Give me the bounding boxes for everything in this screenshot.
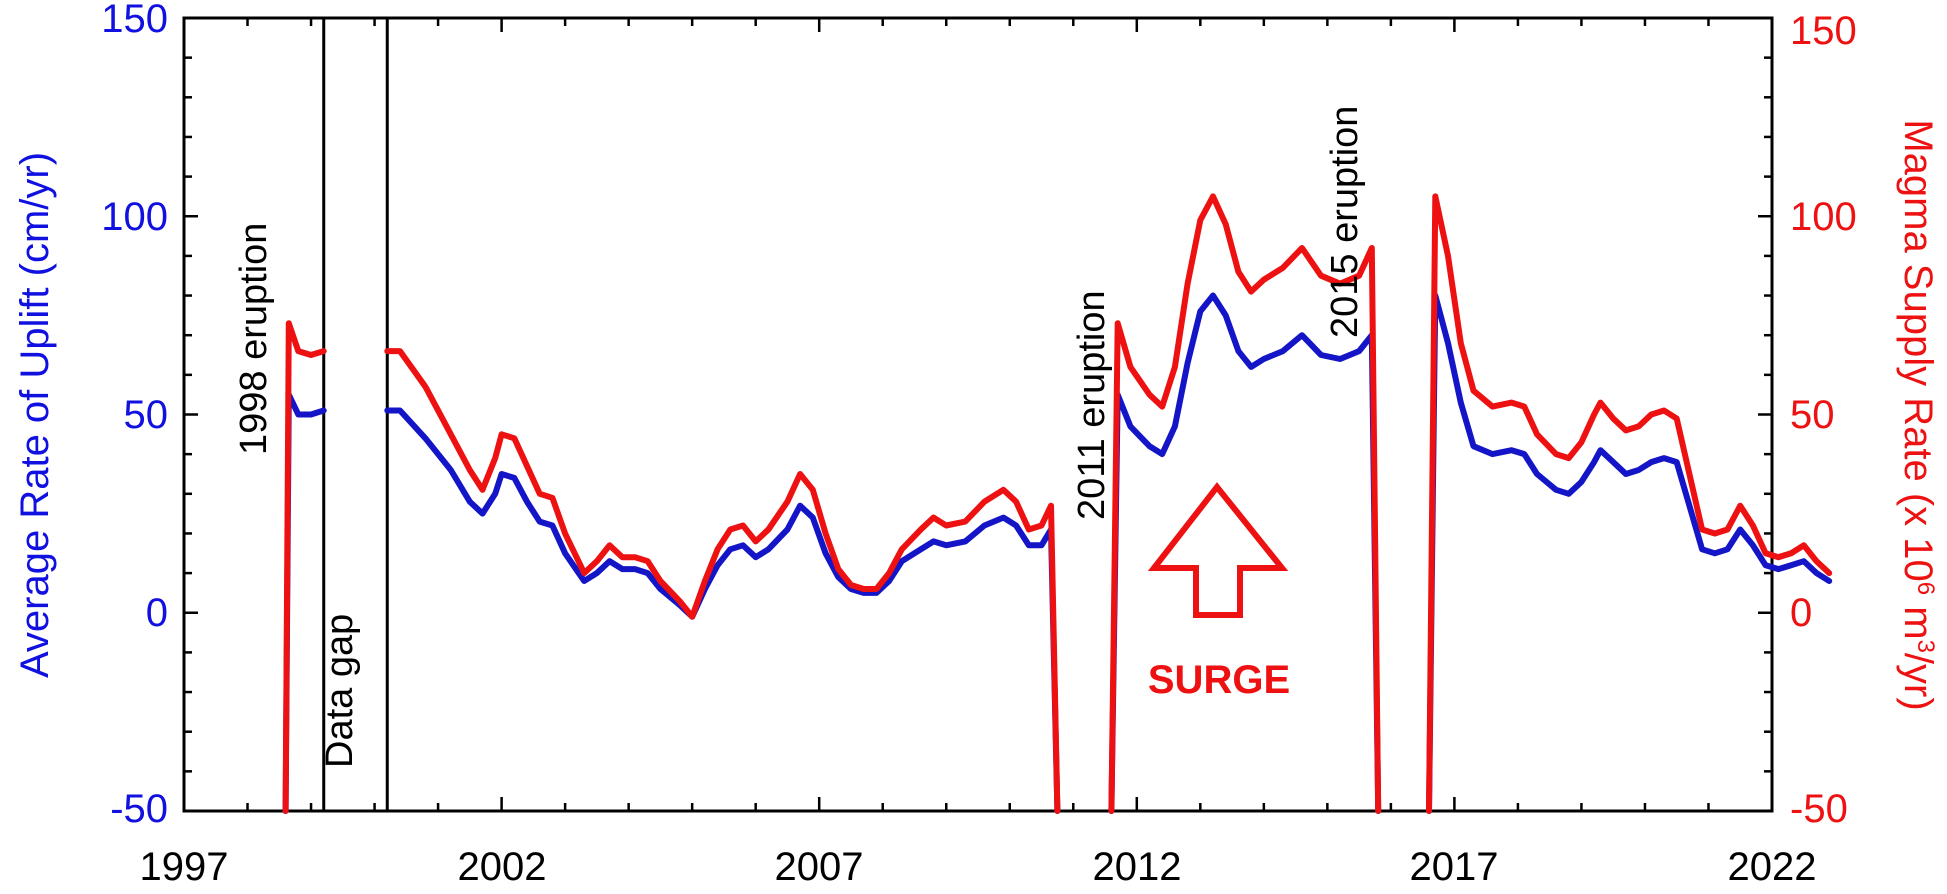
y-left-tick-label: 100 (101, 195, 168, 239)
plot-frame (182, 16, 1774, 813)
annotation-surge: SURGE (1148, 658, 1290, 702)
uplift-series-line-seg0 (282, 391, 327, 814)
y-right-axis-title: Magma Supply Rate (x 106 m3/yr) (1896, 119, 1940, 710)
y-right-axis-title-main: Magma Supply Rate (x 10 (1896, 119, 1940, 581)
y-right-tick-label: 100 (1790, 195, 1857, 239)
y-right-axis-title-sup1: 6 (1913, 582, 1940, 595)
uplift-series-line-seg2 (1108, 292, 1382, 814)
x-tick-label: 2022 (1728, 845, 1817, 889)
data-gap-box (322, 16, 389, 813)
y-left-tick-label: 150 (101, 0, 168, 41)
y-right-tick-labels: 150 100 50 0 -50 (1790, 9, 1857, 831)
y-right-tick-label: 150 (1790, 9, 1857, 53)
magma-supply-series-line-seg2 (1108, 193, 1382, 814)
y-right-tick-label: 50 (1790, 393, 1835, 437)
surge-arrow-icon (1147, 482, 1289, 618)
y-right-axis-title-sup2: 3 (1913, 640, 1940, 653)
annotation-2015-eruption: 2015 eruption (1324, 106, 1366, 338)
y-right-tick-label: 0 (1790, 591, 1812, 635)
magma-supply-series-line-seg3 (1426, 193, 1833, 814)
annotation-1998-eruption: 1998 eruption (233, 223, 275, 455)
y-right-axis-title-mid: m (1896, 595, 1940, 639)
x-tick-label: 2012 (1093, 845, 1182, 889)
annotation-2011-eruption: 2011 eruption (1071, 290, 1113, 520)
series-layer (282, 193, 1833, 814)
y-left-tick-label: -50 (110, 787, 168, 831)
magma-supply-series-line-seg1 (384, 348, 1061, 814)
y-right-axis-title-end: /yr) (1896, 653, 1940, 711)
y-left-axis-title: Average Rate of Uplift (cm/yr) (13, 152, 57, 678)
x-tick-label: 2017 (1410, 845, 1499, 889)
y-left-tick-label: 0 (146, 591, 168, 635)
y-left-tick-label: 50 (124, 393, 169, 437)
y-right-tick-label: -50 (1790, 787, 1848, 831)
x-tick-labels: 1997 2002 2007 2012 2017 2022 (140, 845, 1817, 889)
uplift-series-line-seg1 (384, 407, 1061, 814)
x-tick-label: 1997 (140, 845, 229, 889)
axis-ticks (182, 16, 1774, 813)
annotation-data-gap: Data gap (319, 614, 361, 768)
x-tick-label: 2007 (775, 845, 864, 889)
uplift-series-line-seg3 (1426, 292, 1833, 814)
magma-supply-series-line-seg0 (282, 320, 327, 814)
x-tick-label: 2002 (458, 845, 547, 889)
y-left-tick-labels: 150 100 50 0 -50 (101, 0, 168, 831)
